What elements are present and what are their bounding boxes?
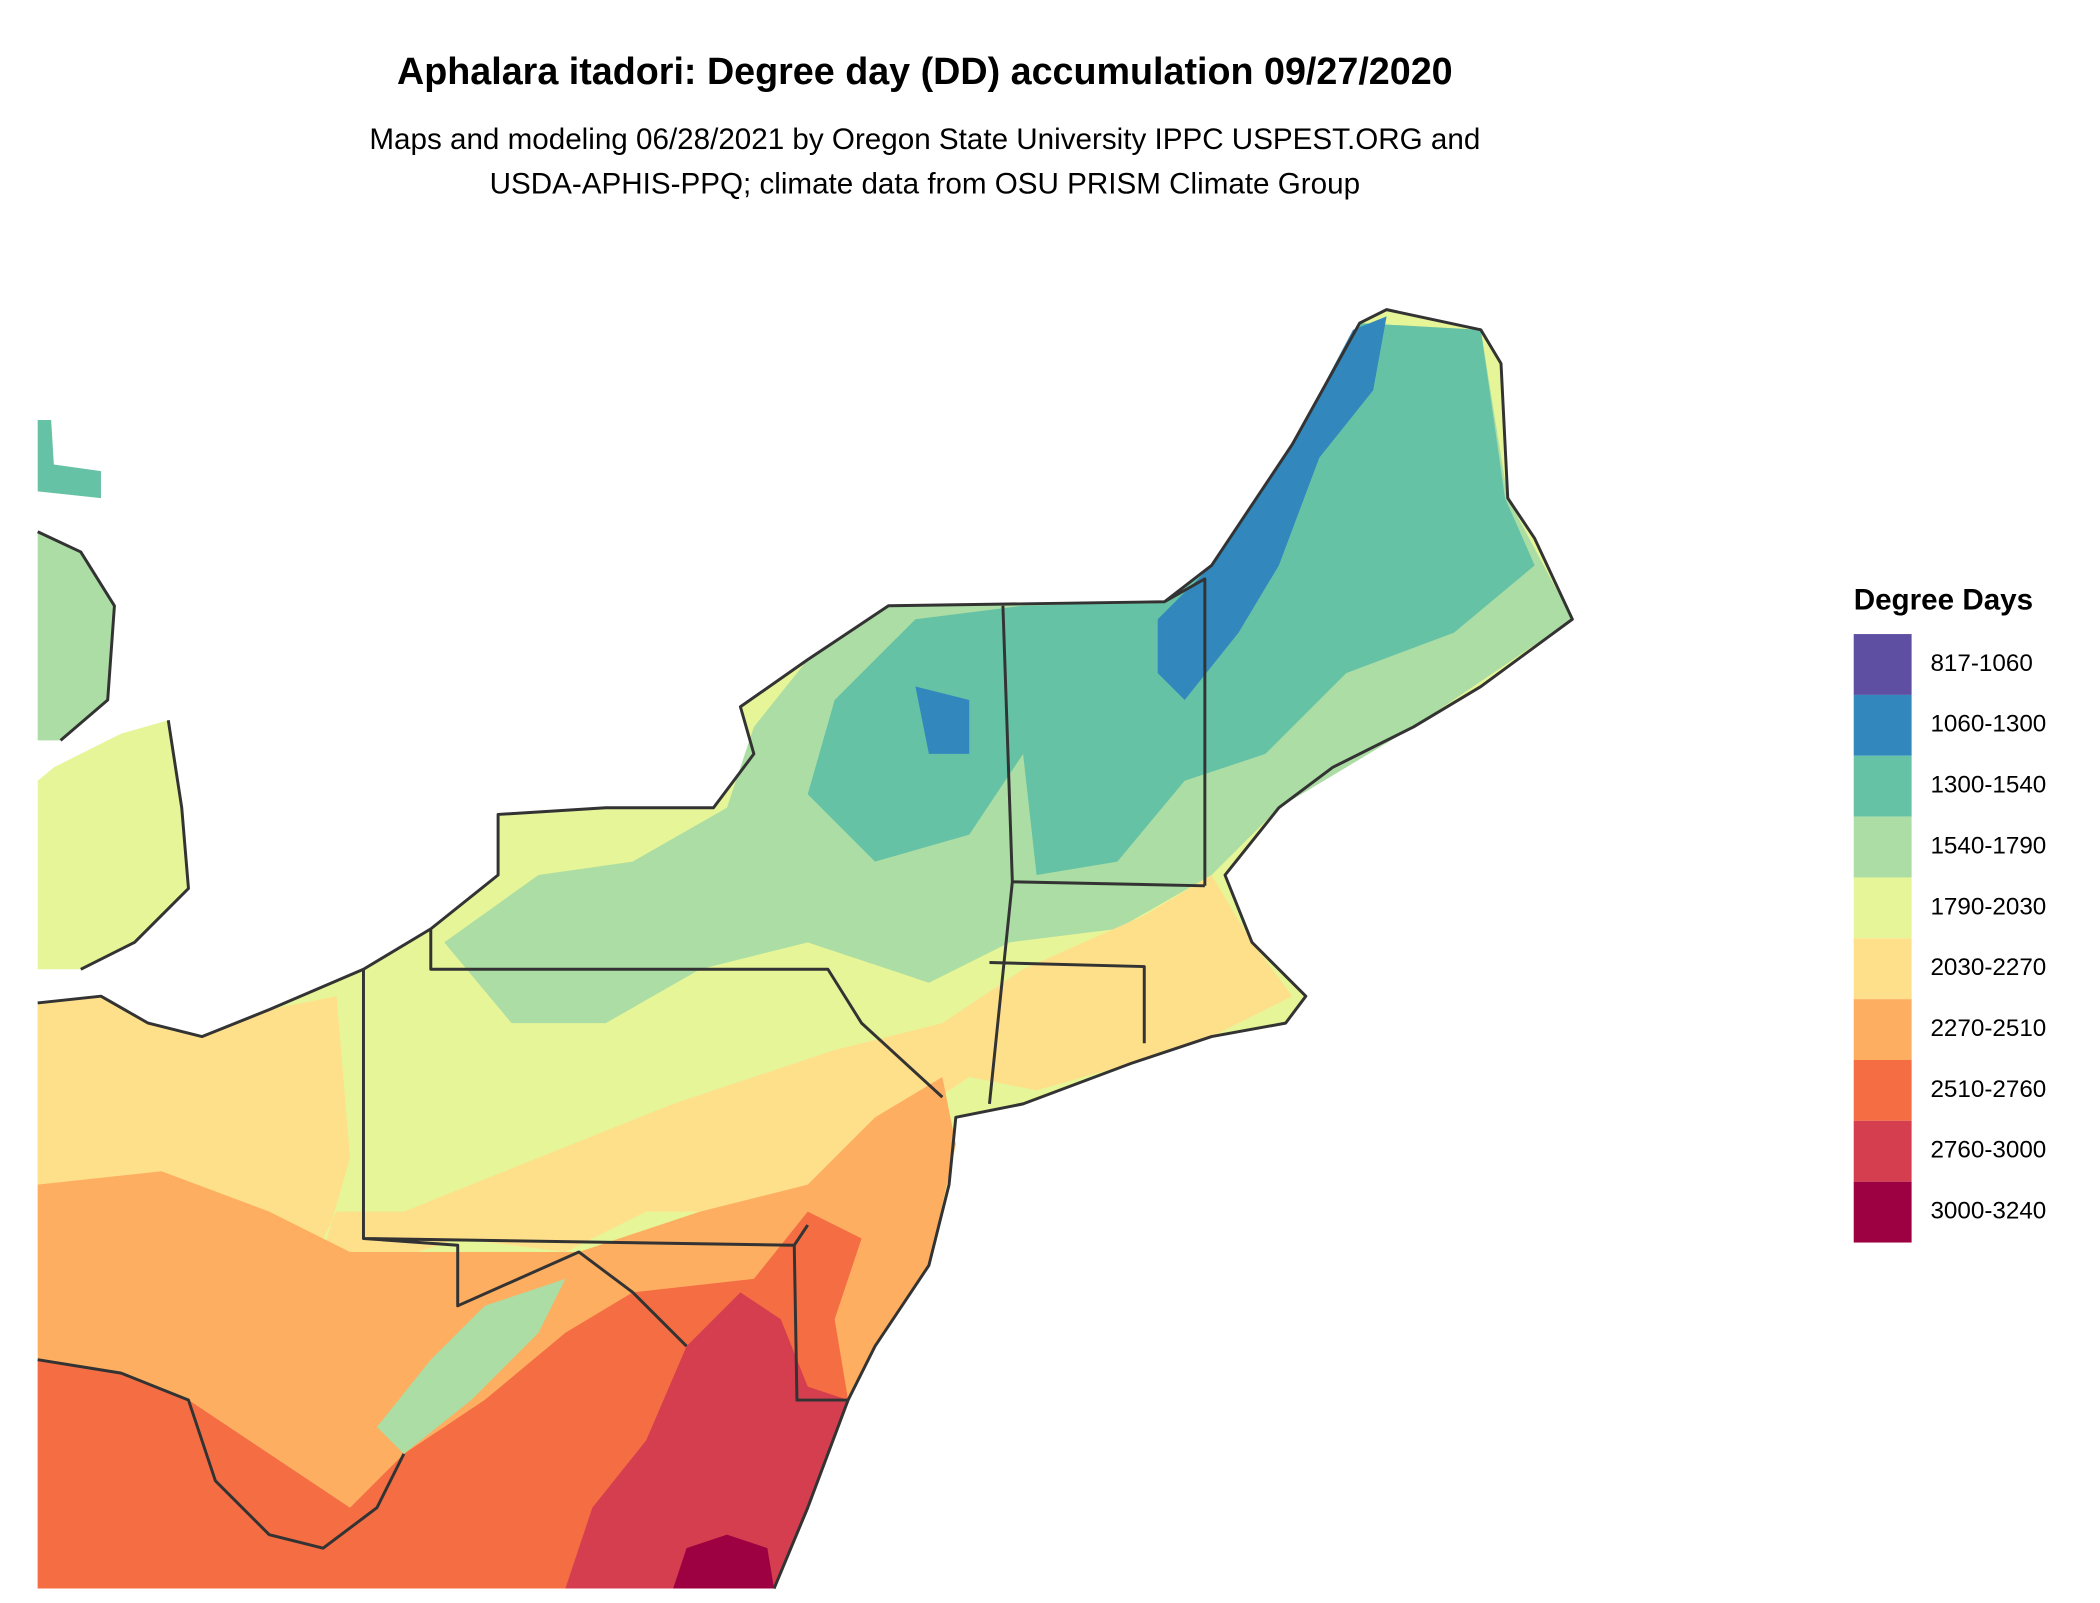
title: Aphalara itadori: Degree day (DD) accumu… xyxy=(397,50,1453,92)
legend-label: 1060-1300 xyxy=(1930,711,2046,738)
legend-label: 1540-1790 xyxy=(1930,832,2046,859)
legend-label: 2030-2270 xyxy=(1930,954,2046,981)
subtitle: USDA-APHIS-PPQ; climate data from OSU PR… xyxy=(490,168,1360,201)
region-1060 xyxy=(915,686,970,754)
legend-swatch xyxy=(1853,938,1912,1000)
legend-label: 1300-1540 xyxy=(1930,772,2046,799)
figure: Aphalara itadori: Degree day (DD) accumu… xyxy=(37,50,2046,1590)
legend-swatch xyxy=(1853,755,1912,817)
legend-swatch xyxy=(1853,634,1912,695)
legend-label: 2510-2760 xyxy=(1930,1076,2046,1103)
legend-label: 2760-3000 xyxy=(1930,1137,2046,1164)
region-michigan-upper xyxy=(37,420,101,499)
legend-label: 1790-2030 xyxy=(1930,893,2046,920)
legend-swatch xyxy=(1853,1120,1912,1182)
legend-label: 3000-3240 xyxy=(1930,1198,2046,1225)
legend-label: 817-1060 xyxy=(1930,650,2032,677)
region-3000 xyxy=(673,1534,775,1589)
subtitle: Maps and modeling 06/28/2021 by Oregon S… xyxy=(369,123,1480,156)
region-1060 xyxy=(1157,316,1387,701)
legend-swatch xyxy=(1853,877,1912,939)
region-1540-ridge xyxy=(376,1278,566,1454)
region-2760 xyxy=(565,1292,849,1589)
legend-swatch xyxy=(1853,1059,1912,1121)
legend-swatch xyxy=(1853,999,1912,1060)
legend-swatch xyxy=(1853,816,1912,878)
legend-swatch xyxy=(1853,1181,1912,1243)
legend: Degree Days 817-1060 1060-1300 1300-1540 15… xyxy=(1853,584,2046,1243)
region-michigan xyxy=(37,720,189,970)
map xyxy=(37,308,1574,1590)
legend-title: Degree Days xyxy=(1854,584,2033,617)
legend-label: 2270-2510 xyxy=(1930,1015,2046,1042)
region-michigan-upper xyxy=(37,531,115,741)
legend-swatch xyxy=(1853,694,1912,756)
state-borders xyxy=(37,308,1574,1590)
